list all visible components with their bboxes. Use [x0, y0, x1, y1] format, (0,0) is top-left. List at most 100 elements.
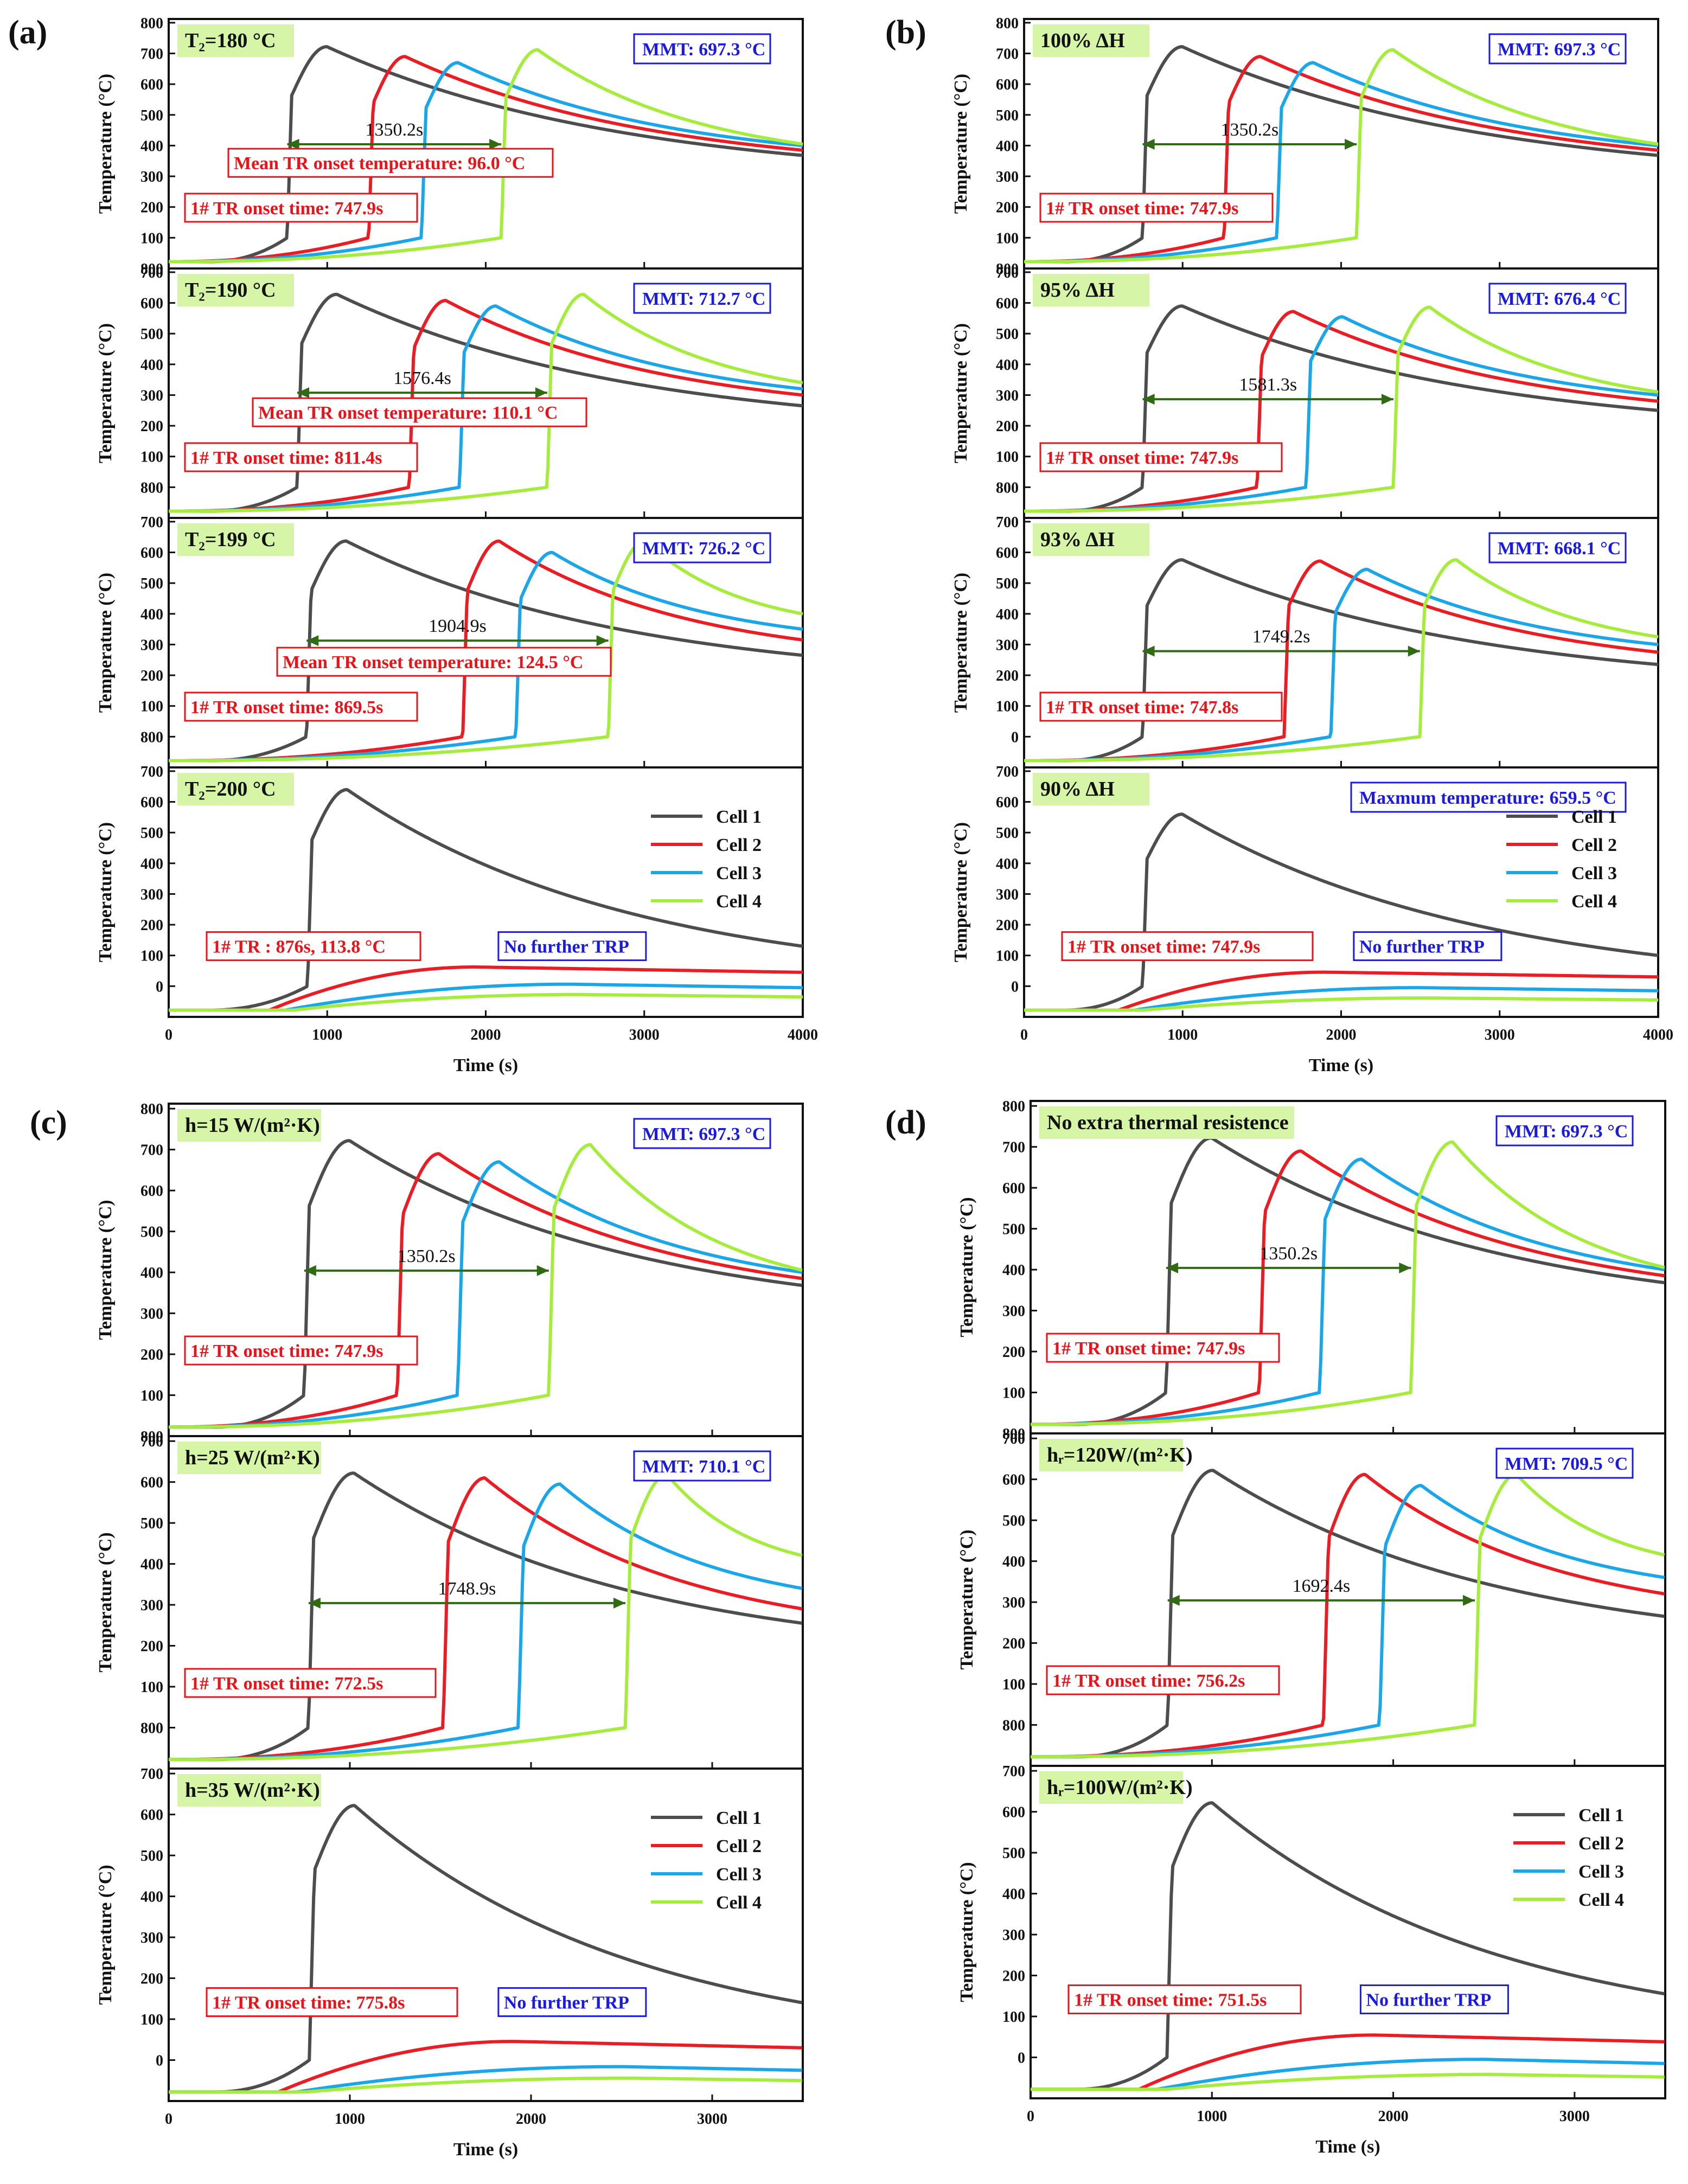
interval-label: 1350.2s: [366, 120, 424, 140]
legend-label: Cell 1: [1578, 1805, 1624, 1826]
mean-onset-box: [252, 397, 587, 427]
onset-box: [1046, 1333, 1280, 1363]
x-tick-label: 0: [1027, 2108, 1034, 2125]
interval-arrow-head-right: [596, 635, 609, 646]
series-line-cell-4: [168, 992, 803, 1012]
y-axis-label: Temperature (°C): [95, 74, 116, 214]
y-tick-label: 400: [140, 606, 163, 623]
condition-label: h=25 W/(m²·K): [185, 1446, 320, 1469]
y-tick-label: 700: [140, 265, 163, 281]
legend-label: Cell 1: [716, 1808, 762, 1828]
y-tick-label: 100: [140, 230, 163, 247]
y-tick-label: 300: [996, 886, 1019, 903]
mmt-box: [633, 1118, 771, 1149]
legend-label: Cell 4: [716, 892, 762, 912]
y-axis-label: Temperature (°C): [951, 323, 971, 463]
no-trp-box: [1359, 1984, 1509, 2015]
x-tick-label: 2000: [516, 2111, 546, 2128]
y-tick-label: 800: [996, 261, 1019, 278]
condition-label: T₂=199 °C: [185, 528, 276, 551]
condition-background: [177, 274, 294, 306]
panel-d: (d) 800700600500400300200100800Temperatur…: [885, 1098, 1666, 2157]
y-tick-label: 500: [140, 107, 163, 124]
series-line-cell-4: [1024, 48, 1659, 264]
series-line-cell-1: [168, 539, 803, 763]
series-line-cell-4: [1030, 1472, 1665, 1759]
y-tick-label: 300: [140, 637, 163, 654]
series-line-cell-1: [168, 788, 803, 1012]
onset-box: [184, 442, 418, 472]
series-line-cell-3: [1024, 315, 1659, 513]
mmt-label: MMT: 668.1 °C: [1498, 539, 1621, 559]
y-tick-label: 500: [140, 575, 163, 592]
mmt-box: [1488, 33, 1627, 65]
series-line-cell-2: [168, 965, 803, 1012]
onset-box: [1039, 691, 1283, 722]
mmt-label: MMT: 697.3 °C: [642, 40, 765, 60]
y-tick-label: 100: [140, 2012, 163, 2028]
onset-label: 1# TR onset time: 751.5s: [1074, 1990, 1267, 2010]
subplot: 700 600 500 400 300 200 100 800 Temperature (°C)…: [95, 265, 804, 519]
onset-label: 1# TR onset time: 772.5s: [190, 1674, 383, 1694]
legend-label: Cell 2: [716, 835, 762, 855]
x-tick-label: 0: [1020, 1027, 1028, 1043]
no-trp-label: No further TRP: [504, 937, 629, 957]
y-tick-label: 0: [156, 978, 163, 995]
y-tick-label: 500: [140, 1224, 163, 1241]
y-tick-label: 100: [996, 230, 1019, 247]
panel-c: (c) 800700600500400300200100800Temperatur…: [30, 1101, 804, 2160]
y-tick-label: 600: [140, 545, 163, 562]
y-tick-label: 700: [1002, 1431, 1025, 1448]
y-tick-label: 400: [1002, 1554, 1025, 1571]
series-line-cell-4: [168, 2076, 802, 2094]
onset-box: [206, 1987, 458, 2018]
y-tick-label: 200: [140, 1347, 163, 1363]
y-tick-label: 500: [996, 326, 1019, 343]
y-tick-label: 300: [140, 1306, 163, 1323]
y-tick-label: 200: [1002, 1344, 1025, 1361]
series-line-cell-3: [1024, 567, 1659, 763]
mmt-box: [633, 33, 771, 65]
y-tick-label: 800: [140, 1101, 163, 1118]
x-axis-label: Time (s): [1309, 1055, 1373, 1075]
x-tick-label: 4000: [788, 1027, 818, 1043]
series-line-cell-1: [168, 45, 803, 264]
interval-arrow-head-right: [536, 1265, 549, 1276]
x-axis-label: Time (s): [453, 2140, 518, 2160]
series-line-cell-2: [1024, 55, 1659, 264]
interval-arrow-head-right: [1381, 394, 1393, 405]
onset-box: [184, 1668, 437, 1698]
series-line-cell-1: [1030, 1801, 1665, 2091]
x-tick-label: 3000: [1485, 1027, 1515, 1043]
legend-label: Cell 2: [1571, 835, 1617, 855]
series-line-cell-2: [168, 55, 803, 264]
legend-label: Cell 1: [716, 807, 762, 827]
series-line-cell-4: [1024, 305, 1659, 513]
y-tick-label: 600: [996, 296, 1019, 312]
y-tick-label: 500: [140, 326, 163, 343]
interval-arrow-head-left: [306, 635, 319, 646]
legend-label: Cell 4: [1578, 1890, 1624, 1910]
y-tick-label: 600: [140, 1183, 163, 1200]
mmt-box: [1495, 1448, 1634, 1479]
no-trp-box: [497, 931, 647, 962]
interval-arrow-head-left: [308, 1597, 321, 1609]
series-line-cell-2: [1030, 1149, 1665, 1426]
onset-box: [184, 691, 418, 722]
mmt-box: [633, 283, 771, 314]
interval-arrow-head-left: [287, 139, 299, 150]
y-tick-label: 0: [1011, 978, 1019, 995]
x-tick-label: 2000: [471, 1027, 501, 1043]
interval-arrow-head-left: [1142, 139, 1155, 150]
condition-label: 93% ΔH: [1040, 528, 1115, 551]
condition-background: [177, 1442, 321, 1474]
y-tick-label: 300: [140, 886, 163, 903]
mmt-label: MMT: 676.4 °C: [1498, 289, 1621, 309]
series-line-cell-2: [168, 1152, 803, 1429]
interval-arrow-head-left: [1142, 645, 1155, 657]
no-trp-box: [1353, 931, 1502, 962]
series-line-cell-2: [1024, 310, 1659, 513]
series-line-cell-1: [168, 292, 803, 513]
y-tick-label: 800: [140, 261, 163, 278]
legend-label: Cell 4: [1571, 892, 1617, 912]
